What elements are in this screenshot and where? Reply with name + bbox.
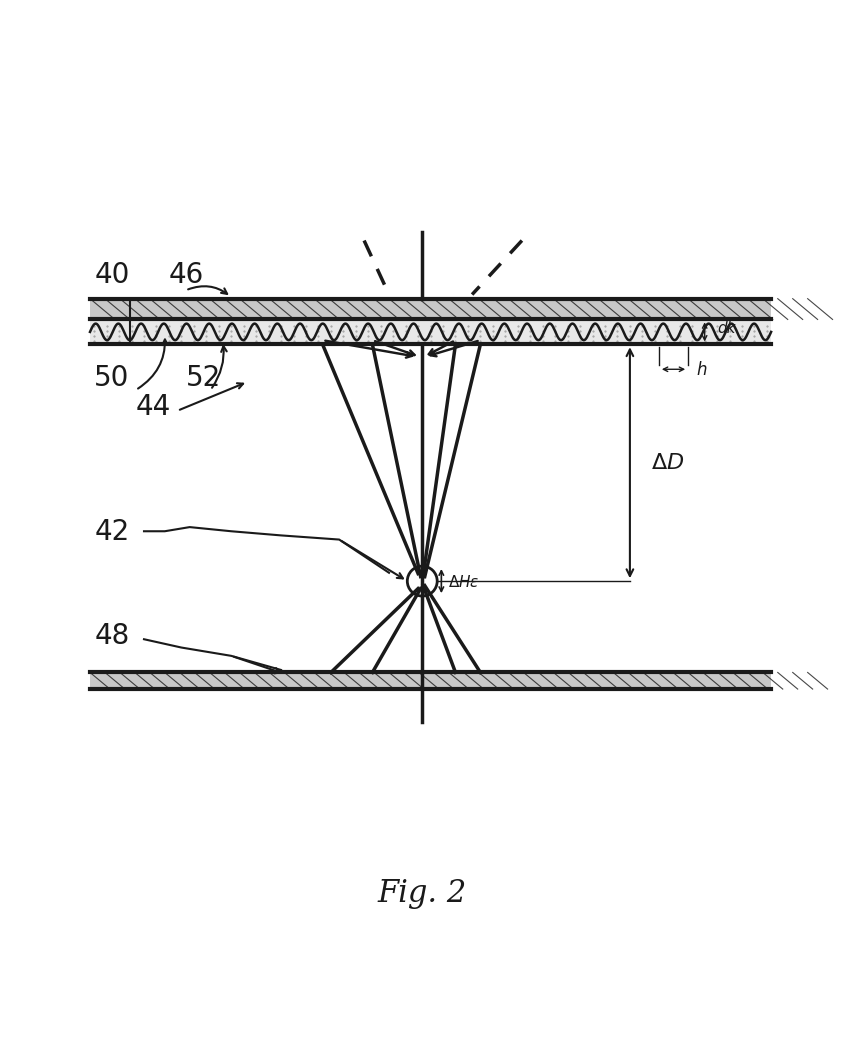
- Bar: [90, 299, 771, 320]
- Text: h: h: [696, 360, 706, 378]
- Text: dk: dk: [717, 321, 735, 336]
- Text: 44: 44: [136, 393, 170, 421]
- Text: Fig. 2: Fig. 2: [377, 877, 467, 908]
- Text: 50: 50: [94, 365, 129, 392]
- Text: 48: 48: [94, 622, 129, 649]
- Text: 46: 46: [169, 260, 204, 288]
- Text: $\Delta D$: $\Delta D$: [650, 453, 684, 473]
- Text: 42: 42: [94, 518, 129, 545]
- Bar: [90, 673, 771, 689]
- Text: $\Delta H\varepsilon$: $\Delta H\varepsilon$: [447, 573, 479, 589]
- Text: 40: 40: [94, 260, 129, 288]
- Text: 52: 52: [186, 365, 220, 392]
- Bar: [90, 320, 771, 344]
